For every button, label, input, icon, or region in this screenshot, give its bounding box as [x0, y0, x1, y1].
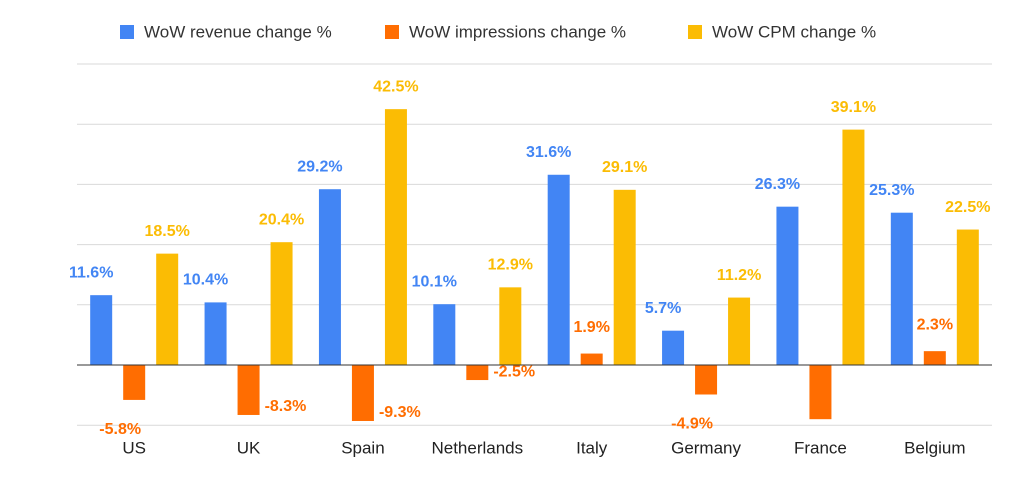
- bar-wow-revenue-change-belgium: [890, 212, 913, 365]
- value-label: 11.6%: [69, 264, 113, 281]
- category-label-france: France: [794, 438, 847, 457]
- value-label: 39.1%: [831, 99, 876, 116]
- value-label: 10.4%: [183, 272, 228, 289]
- value-label: 22.5%: [945, 199, 990, 216]
- bar-wow-cpm-change-spain: [384, 109, 407, 366]
- bar-wow-revenue-change-us: [90, 295, 113, 365]
- value-label: -8.3%: [265, 398, 307, 415]
- legend-label: WoW revenue change %: [144, 22, 332, 41]
- value-label: -9.3%: [379, 404, 421, 421]
- value-label: 31.6%: [526, 144, 571, 161]
- bar-wow-impressions-change-italy: [580, 353, 603, 365]
- bar-wow-impressions-change-belgium: [923, 351, 946, 365]
- category-label-spain: Spain: [341, 438, 384, 457]
- value-label: 20.4%: [259, 211, 304, 228]
- bar-wow-revenue-change-spain: [318, 189, 341, 365]
- bar-wow-cpm-change-netherlands: [499, 287, 522, 365]
- legend-label: WoW impressions change %: [409, 22, 626, 41]
- bar-wow-impressions-change-us: [123, 365, 146, 400]
- category-label-uk: UK: [237, 438, 261, 457]
- bar-wow-cpm-change-uk: [270, 242, 293, 365]
- value-label: -2.5%: [493, 363, 535, 380]
- bar-wow-revenue-change-germany: [662, 330, 685, 365]
- category-labels: US UK Spain Netherlands Italy Germany France Be…: [122, 438, 965, 457]
- category-label-us: US: [122, 438, 146, 457]
- bar-wow-revenue-change-netherlands: [433, 304, 456, 365]
- value-label: 10.1%: [412, 273, 457, 290]
- category-label-italy: Italy: [576, 438, 608, 457]
- value-label: 42.5%: [373, 78, 418, 95]
- bar-wow-cpm-change-france: [842, 129, 865, 365]
- legend-swatch: [688, 25, 702, 39]
- value-label: 12.9%: [488, 257, 533, 274]
- value-label: 29.2%: [297, 158, 342, 175]
- legend-label: WoW CPM change %: [712, 22, 876, 41]
- bar-wow-cpm-change-italy: [613, 189, 636, 365]
- value-label: 25.3%: [869, 182, 914, 199]
- bar-wow-revenue-change-italy: [547, 174, 570, 365]
- value-label: 1.9%: [573, 319, 609, 336]
- bar-wow-impressions-change-spain: [351, 365, 374, 421]
- value-label: 5.7%: [645, 300, 681, 317]
- bar-wow-cpm-change-germany: [728, 297, 751, 365]
- legend-swatch: [120, 25, 134, 39]
- bar-wow-impressions-change-germany: [695, 365, 718, 395]
- value-label: 18.5%: [145, 223, 190, 240]
- value-label: -5.8%: [99, 421, 141, 438]
- bar-wow-impressions-change-netherlands: [466, 365, 489, 381]
- bar-wow-cpm-change-belgium: [956, 229, 979, 365]
- legend-swatch: [385, 25, 399, 39]
- value-label: 2.3%: [917, 316, 953, 333]
- bar-wow-impressions-change-uk: [237, 365, 260, 415]
- bar-wow-revenue-change-france: [776, 206, 799, 365]
- gridlines: [77, 63, 992, 426]
- bar-wow-impressions-change-france: [809, 365, 832, 420]
- value-label: 26.3%: [755, 176, 800, 193]
- bars: [90, 109, 979, 421]
- value-label: -4.9%: [671, 416, 713, 433]
- bar-wow-revenue-change-uk: [204, 302, 227, 365]
- legend: WoW revenue change % WoW impressions chan…: [120, 22, 876, 41]
- category-label-germany: Germany: [671, 438, 741, 457]
- value-label: 11.2%: [717, 267, 761, 284]
- value-labels: 11.6% -5.8% 18.5% 10.4% -8.3% 20.4% 29.2% -9.3%…: [69, 78, 991, 438]
- category-label-netherlands: Netherlands: [431, 438, 523, 457]
- category-label-belgium: Belgium: [904, 438, 965, 457]
- value-label: 29.1%: [602, 159, 647, 176]
- bar-wow-cpm-change-us: [156, 253, 179, 365]
